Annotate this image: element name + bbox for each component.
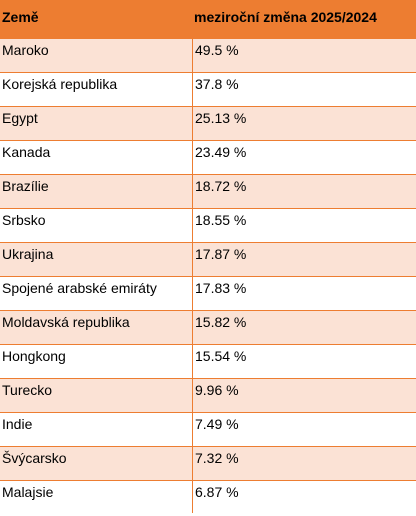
header-change[interactable]: meziroční změna 2025/2024	[194, 9, 377, 25]
cell-country: Kanada	[2, 144, 51, 160]
table-header: Země meziroční změna 2025/2024	[0, 0, 416, 39]
header-country[interactable]: Země	[2, 9, 39, 25]
cell-change: 18.55 %	[192, 209, 416, 242]
table-row: Spojené arabské emiráty 17.83 %	[0, 277, 416, 311]
cell-change: 17.83 %	[192, 277, 416, 310]
cell-change: 23.49 %	[192, 141, 416, 174]
cell-change: 18.72 %	[192, 175, 416, 208]
cell-country: Malajsie	[2, 484, 54, 500]
cell-country: Spojené arabské emiráty	[2, 280, 157, 296]
table-body: Maroko 49.5 % Korejská republika 37.8 % Egyp…	[0, 39, 416, 513]
cell-country: Maroko	[2, 42, 49, 58]
table-row: Korejská republika 37.8 %	[0, 73, 416, 107]
cell-country: Srbsko	[2, 212, 46, 228]
cell-change: 6.87 %	[192, 481, 416, 513]
table-row: Kanada 23.49 %	[0, 141, 416, 175]
table-row: Srbsko 18.55 %	[0, 209, 416, 243]
table-row: Brazílie 18.72 %	[0, 175, 416, 209]
table-row: Malajsie 6.87 %	[0, 481, 416, 513]
cell-change: 25.13 %	[192, 107, 416, 140]
cell-change: 37.8 %	[192, 73, 416, 106]
table-row: Indie 7.49 %	[0, 413, 416, 447]
cell-change: 7.32 %	[192, 447, 416, 480]
table-row: Moldavská republika 15.82 %	[0, 311, 416, 345]
cell-country: Turecko	[2, 382, 53, 398]
cell-change: 15.54 %	[192, 345, 416, 378]
cell-change: 9.96 %	[192, 379, 416, 412]
cell-change: 17.87 %	[192, 243, 416, 276]
table-row: Maroko 49.5 %	[0, 39, 416, 73]
table-row: Egypt 25.13 %	[0, 107, 416, 141]
cell-country: Ukrajina	[2, 246, 54, 262]
cell-country: Egypt	[2, 110, 38, 126]
cell-change: 49.5 %	[192, 39, 416, 72]
cell-country: Korejská republika	[2, 76, 118, 92]
table-row: Ukrajina 17.87 %	[0, 243, 416, 277]
cell-country: Hongkong	[2, 348, 66, 364]
cell-country: Švýcarsko	[2, 450, 67, 466]
cell-change: 7.49 %	[192, 413, 416, 446]
cell-country: Indie	[2, 416, 33, 432]
table-row: Hongkong 15.54 %	[0, 345, 416, 379]
cell-country: Moldavská republika	[2, 314, 130, 330]
table-row: Švýcarsko 7.32 %	[0, 447, 416, 481]
cell-change: 15.82 %	[192, 311, 416, 344]
cell-country: Brazílie	[2, 178, 49, 194]
table-row: Turecko 9.96 %	[0, 379, 416, 413]
